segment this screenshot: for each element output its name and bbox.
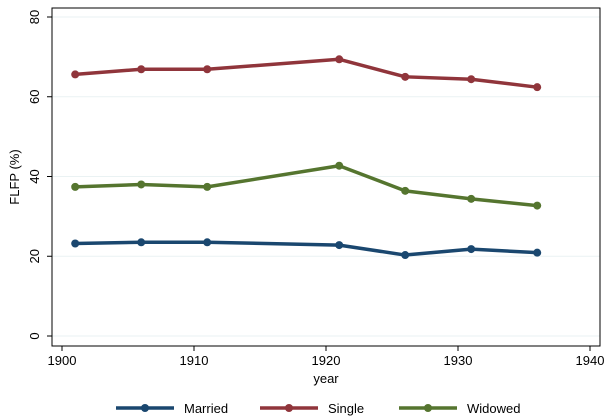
point-married — [137, 238, 146, 247]
series-lines — [71, 55, 542, 260]
point-single — [335, 55, 344, 64]
point-married — [203, 238, 212, 247]
point-married — [71, 239, 80, 248]
x-tick-label: 1900 — [48, 353, 77, 368]
point-married — [401, 251, 410, 260]
legend: Married Single Widowed — [116, 401, 520, 416]
point-widowed — [203, 182, 212, 191]
point-widowed — [533, 201, 542, 210]
legend-marker-married — [141, 404, 149, 412]
point-single — [203, 65, 212, 74]
legend-label-widowed: Widowed — [467, 401, 520, 416]
point-married — [533, 248, 542, 257]
series-line-single — [75, 57, 538, 89]
point-widowed — [401, 186, 410, 195]
legend-marker-single — [285, 404, 293, 412]
point-married — [467, 245, 476, 254]
y-tick-label: 80 — [27, 10, 42, 24]
point-widowed — [137, 180, 146, 189]
y-tick-label: 0 — [27, 332, 42, 339]
legend-label-married: Married — [184, 401, 228, 416]
legend-marker-widowed — [424, 404, 432, 412]
y-tick-label: 60 — [27, 90, 42, 104]
point-widowed — [335, 161, 344, 170]
x-tick-label: 1920 — [312, 353, 341, 368]
x-tick-label: 1910 — [180, 353, 209, 368]
x-tick-label: 1930 — [444, 353, 473, 368]
y-tick-label: 40 — [27, 169, 42, 183]
x-tick-label: 1940 — [576, 353, 605, 368]
point-widowed — [71, 182, 80, 191]
grid — [52, 16, 600, 337]
point-single — [467, 75, 476, 84]
x-axis-title: year — [313, 371, 339, 386]
legend-label-single: Single — [328, 401, 364, 416]
y-tick-label: 20 — [27, 249, 42, 263]
y-axis-title: FLFP (%) — [7, 149, 22, 204]
point-married — [335, 241, 344, 250]
x-axis: 1900 1910 1920 1930 1940 — [48, 346, 605, 368]
point-single — [533, 83, 542, 92]
point-single — [137, 65, 146, 74]
point-widowed — [467, 194, 476, 203]
y-axis: 0 20 40 60 80 — [27, 10, 52, 340]
point-single — [71, 70, 80, 79]
point-single — [401, 72, 410, 81]
